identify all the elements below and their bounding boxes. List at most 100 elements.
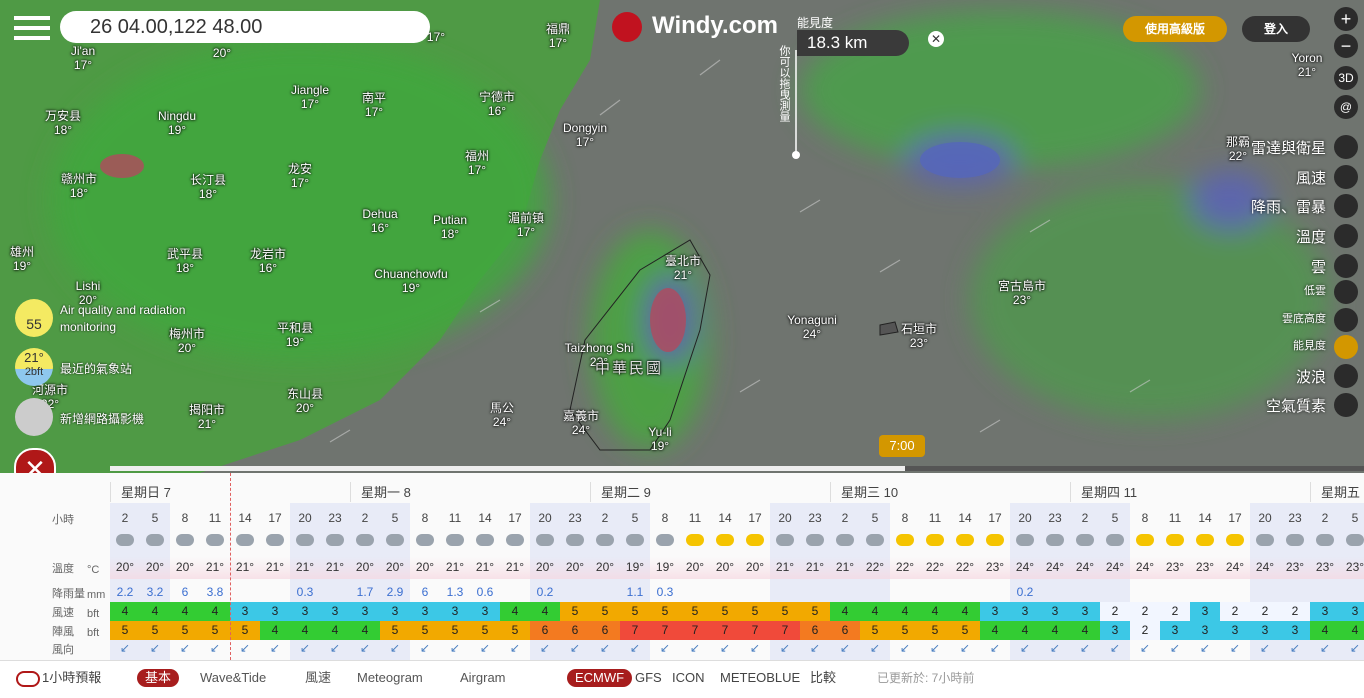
layer-icon[interactable]	[1334, 135, 1358, 159]
layer-item[interactable]: 波浪	[1295, 369, 1326, 386]
hour: 20	[538, 511, 552, 525]
login-button[interactable]: 登入	[1242, 16, 1310, 42]
layer-item[interactable]: 溫度	[1295, 229, 1326, 246]
widget-label[interactable]: 最近的氣象站	[60, 362, 133, 376]
layer-icon[interactable]	[1334, 393, 1358, 417]
widget-label[interactable]: 新增網路攝影機	[60, 412, 145, 426]
map-label: 中華民國	[595, 361, 663, 376]
tab[interactable]: Meteogram	[357, 670, 423, 685]
wind: 3	[1040, 602, 1070, 621]
tab[interactable]: Airgram	[460, 670, 506, 685]
layer-item[interactable]: 空氣質素	[1265, 398, 1326, 415]
3d-button[interactable]: 3D	[1334, 66, 1358, 90]
weather-icon	[176, 534, 194, 546]
weather-icon	[986, 534, 1004, 546]
layer-item[interactable]: 雲底高度	[1282, 313, 1326, 325]
layer-icon[interactable]	[1334, 280, 1358, 304]
hour: 14	[718, 511, 732, 525]
tab[interactable]: 基本	[137, 669, 180, 687]
layer-icon[interactable]	[1334, 335, 1358, 359]
layer-item[interactable]: 雲	[1310, 259, 1326, 276]
temperature: 21°	[265, 560, 285, 574]
weather-icon	[386, 534, 404, 546]
map[interactable]: Ji'an 17° 20° 17° 福鼎 17° 万安县 18° Ningdu 19° Jiangl…	[0, 0, 1364, 473]
layer-icon[interactable]	[1334, 224, 1358, 248]
map-label: Yonaguni 24°	[787, 313, 837, 341]
hour: 8	[661, 511, 669, 525]
webcam-icon[interactable]	[15, 398, 53, 436]
place-temp: 19°	[167, 123, 187, 137]
timeline-time[interactable]: 7:00	[879, 435, 925, 457]
layer-item[interactable]: 能見度	[1293, 340, 1326, 352]
hour: 11	[688, 511, 702, 525]
layer-item[interactable]: 風速	[1295, 170, 1326, 187]
day-header: 星期日 7	[110, 482, 171, 502]
place-temp: 23°	[909, 336, 929, 350]
layer-item[interactable]: 低雲	[1304, 285, 1326, 297]
wind: 2	[1160, 602, 1190, 621]
temperature: 20°	[565, 560, 585, 574]
gust: 4	[1310, 621, 1340, 640]
weather-icon	[776, 534, 794, 546]
map-label: 湄前镇 17°	[508, 211, 544, 239]
hourly-toggle[interactable]	[16, 671, 40, 687]
rain: 0.2	[536, 585, 554, 599]
model[interactable]: ICON	[672, 670, 705, 685]
layer-icon[interactable]	[1334, 364, 1358, 388]
tab[interactable]: 風速	[305, 670, 332, 685]
weather-icon	[956, 534, 974, 546]
wind: 3	[470, 602, 500, 621]
close-measure[interactable]: ✕	[928, 31, 944, 47]
station-icon[interactable]: 21° 2bft	[15, 348, 53, 386]
tab[interactable]: Wave&Tide	[200, 670, 267, 685]
premium-button[interactable]: 使用高級版	[1123, 16, 1227, 42]
hurricane-button[interactable]: @	[1334, 95, 1358, 119]
direction-arrow: ↙	[1109, 641, 1121, 655]
layer-icon[interactable]	[1334, 254, 1358, 278]
layer-item[interactable]: 雷達與衛星	[1250, 140, 1326, 157]
wind: 2	[1280, 602, 1310, 621]
gust: 5	[140, 621, 170, 640]
search-box[interactable]: 26 04.00,122 48.00	[60, 11, 430, 43]
place-name: 那霸	[1225, 135, 1251, 149]
temperature: 21°	[205, 560, 225, 574]
wind: 5	[800, 602, 830, 621]
gust: 7	[740, 621, 770, 640]
gust: 7	[620, 621, 650, 640]
layer-icon[interactable]	[1334, 308, 1358, 332]
direction-arrow: ↙	[839, 641, 851, 655]
layer-icon[interactable]	[1334, 194, 1358, 218]
model[interactable]: 比較	[810, 670, 837, 685]
hour: 8	[181, 511, 189, 525]
model[interactable]: ECMWF	[567, 669, 633, 687]
model[interactable]: GFS	[635, 670, 662, 685]
close-button[interactable]: ✕	[14, 448, 56, 473]
layer-icon[interactable]	[1334, 165, 1358, 189]
zoom-out[interactable]: −	[1334, 34, 1358, 58]
widget-label[interactable]: Air quality and radiation monitoring	[60, 303, 186, 334]
map-label: 武平县 18°	[167, 247, 203, 275]
layer-item[interactable]: 降雨、雷暴	[1250, 199, 1326, 216]
place-name: 宁德市	[478, 90, 516, 104]
visibility-hint: 你可以拖曳測量	[778, 45, 790, 122]
model[interactable]: METEOBLUE	[720, 670, 801, 685]
temperature: 20°	[145, 560, 165, 574]
place-temp: 17°	[73, 58, 93, 72]
menu-button[interactable]	[14, 14, 50, 42]
hourly-label[interactable]: 1小時預報	[42, 670, 102, 685]
temperature: 20°	[355, 560, 375, 574]
zoom-in[interactable]: +	[1334, 7, 1358, 31]
direction-arrow: ↙	[809, 641, 821, 655]
temperature: 21°	[445, 560, 465, 574]
hour: 14	[1198, 511, 1212, 525]
weather-icon	[146, 534, 164, 546]
place-temp: 21°	[673, 268, 693, 282]
wind: 5	[740, 602, 770, 621]
air-quality-icon[interactable]: 55	[15, 299, 53, 337]
temperature: 21°	[295, 560, 315, 574]
temperature: 24°	[1075, 560, 1095, 574]
direction-arrow: ↙	[1349, 641, 1361, 655]
rain: 0.2	[1016, 585, 1034, 599]
temperature: 21°	[235, 560, 255, 574]
direction-arrow: ↙	[1229, 641, 1241, 655]
